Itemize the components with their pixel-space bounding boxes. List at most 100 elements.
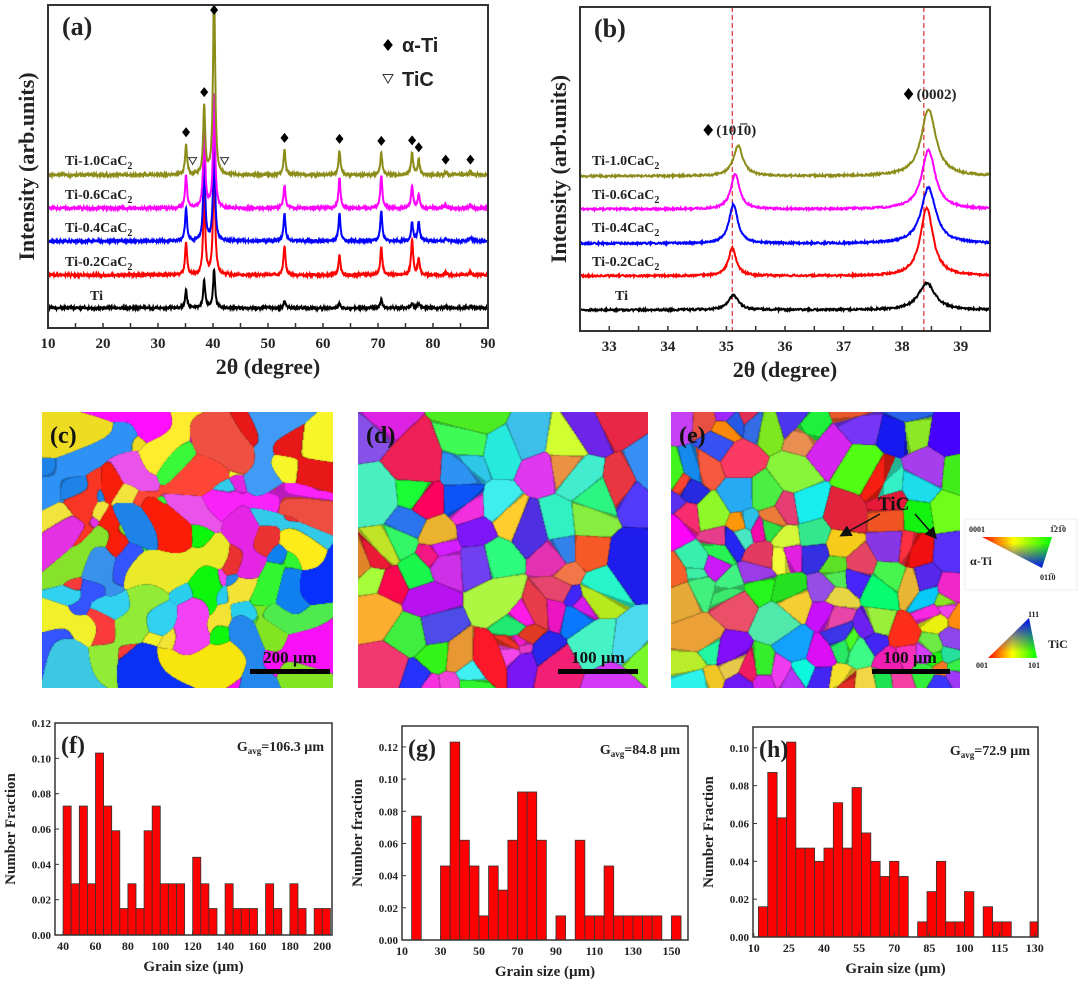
histogram-bar [861,832,872,937]
triangle-marker [187,157,198,166]
series-line-ti [580,281,990,315]
peak-index-label: (0002) [917,87,957,103]
peak-diamond-icon [703,124,714,136]
histogram-bar [167,883,177,935]
legend-diamond-icon [383,39,393,51]
series-line-ti-0.4cac [580,185,990,248]
y-axis-label: Number Fraction [701,775,717,887]
series-label: Ti-1.0CaC2 [65,154,132,172]
alpha-ti-marker [408,135,417,146]
series-label-main: Ti [615,289,628,304]
series-label: Ti-0.4CaC2 [65,221,132,239]
histogram-bar [982,906,993,937]
y-tick-label: 0.12 [379,742,399,754]
chart-panel-g: 0.00 0.02 0.04 0.06 0.08 0.10 0.12 10 30 50 70 90 11… [350,725,689,980]
scale-bar-label-d: 100 µm [571,648,625,667]
histogram-bar [313,908,323,935]
x-tick-label: 200 [313,939,331,953]
series-label-sub: 2 [654,161,659,172]
tic-arrow-right [914,513,937,540]
avg-main: G [237,740,248,755]
panel-label-c: (c) [50,423,77,449]
x-tick-label: 30 [151,336,166,352]
x-tick-label: 10 [396,944,408,958]
histogram-bar [459,839,470,940]
x-tick-label: 60 [89,939,101,953]
ebsd-map-c-annotations: (c) 200 µm [50,423,330,674]
histogram-bar [176,883,185,935]
histogram-bar [823,847,834,937]
histogram-bar [1001,921,1012,937]
x-tick-label: 160 [248,939,266,953]
histogram-bar [440,865,451,940]
triangle-marker [219,157,230,166]
y-tick-label: 0.08 [32,789,52,801]
series-label: Ti-0.2CaC2 [65,255,132,273]
histogram-bar [468,865,480,940]
histogram-bar [842,847,853,937]
chart-panel-f: 0.00 0.02 0.04 0.06 0.08 0.10 0.12 40 60 80 100 120… [3,718,333,975]
series-label-main: Ti-1.0CaC [65,154,127,169]
ipf-triangle-tic-blue [988,618,1037,658]
x-tick-label: 115 [991,941,1008,955]
histogram-bar [757,906,769,937]
x-tick-label: 40 [206,336,221,352]
alpha-ti-marker [335,133,344,144]
y-axis-label: Number Fraction [3,772,19,884]
x-axis-label: Grain size (µm) [143,959,243,975]
x-tick-label: 140 [216,939,234,953]
ipf-triangle-alpha-ti-blue [982,537,1052,568]
series-label: Ti [90,289,103,304]
x-tick-label: 150 [662,944,680,958]
ipf-corner-101: 101 [1028,661,1040,670]
histogram-bar [526,791,538,940]
scale-bar-e [872,669,950,674]
plot-area [62,752,331,935]
x-tick-label: 50 [473,944,485,958]
histogram-bar [851,787,862,937]
histogram-bar [151,805,161,935]
x-tick-label: 36 [778,339,794,355]
legend-label-tic: TiC [402,69,434,91]
ebsd-map-d-annotations: (d) 100 µm [366,423,638,674]
histogram-bar [964,891,975,937]
x-tick-label: 38 [895,339,910,355]
histogram-bar [555,915,566,940]
y-tick-label: 0.00 [379,935,399,947]
series-label-sub: 2 [127,195,132,206]
histogram-bar [135,908,145,935]
series-label: Ti-0.2CaC2 [592,255,659,273]
y-tick-label: 0.06 [32,824,52,836]
histogram-bar [935,860,947,937]
y-tick-label: 0.08 [730,781,750,793]
legend-label-alpha-ti: α-Ti [402,35,438,57]
histogram-bar [814,860,825,937]
x-tick-label: 55 [853,941,865,955]
histogram-bar [232,908,242,935]
tic-annotation: TiC [878,494,909,515]
series-label-main: Ti-0.6CaC [65,188,127,203]
peak-diamond-icon [903,88,914,100]
x-axis-label: Grain size (µm) [495,964,595,980]
y-tick-label: 0.02 [32,895,52,907]
histogram-bar [289,883,299,935]
y-tick-label: 0.02 [379,903,399,915]
panel-label-d: (d) [366,423,395,449]
x-tick-label: 35 [719,339,734,355]
histogram-bar [103,805,113,935]
histogram-bar [248,908,258,935]
y-axis-label: Intensity (arb.units) [546,75,571,263]
series-line-ti [48,267,488,313]
series-label-main: Ti-0.4CaC [592,221,654,236]
histogram-bar [159,883,169,935]
histogram-bar [954,921,965,937]
x-tick-label: 110 [586,944,603,958]
x-tick-label: 90 [550,944,562,958]
histogram-bar [111,830,121,935]
ipf-corner-0001: 0001 [969,525,985,534]
histogram-bar [497,889,509,940]
histogram-bar [603,865,615,940]
x-tick-label: 70 [888,941,900,955]
histogram-bar [832,802,844,937]
